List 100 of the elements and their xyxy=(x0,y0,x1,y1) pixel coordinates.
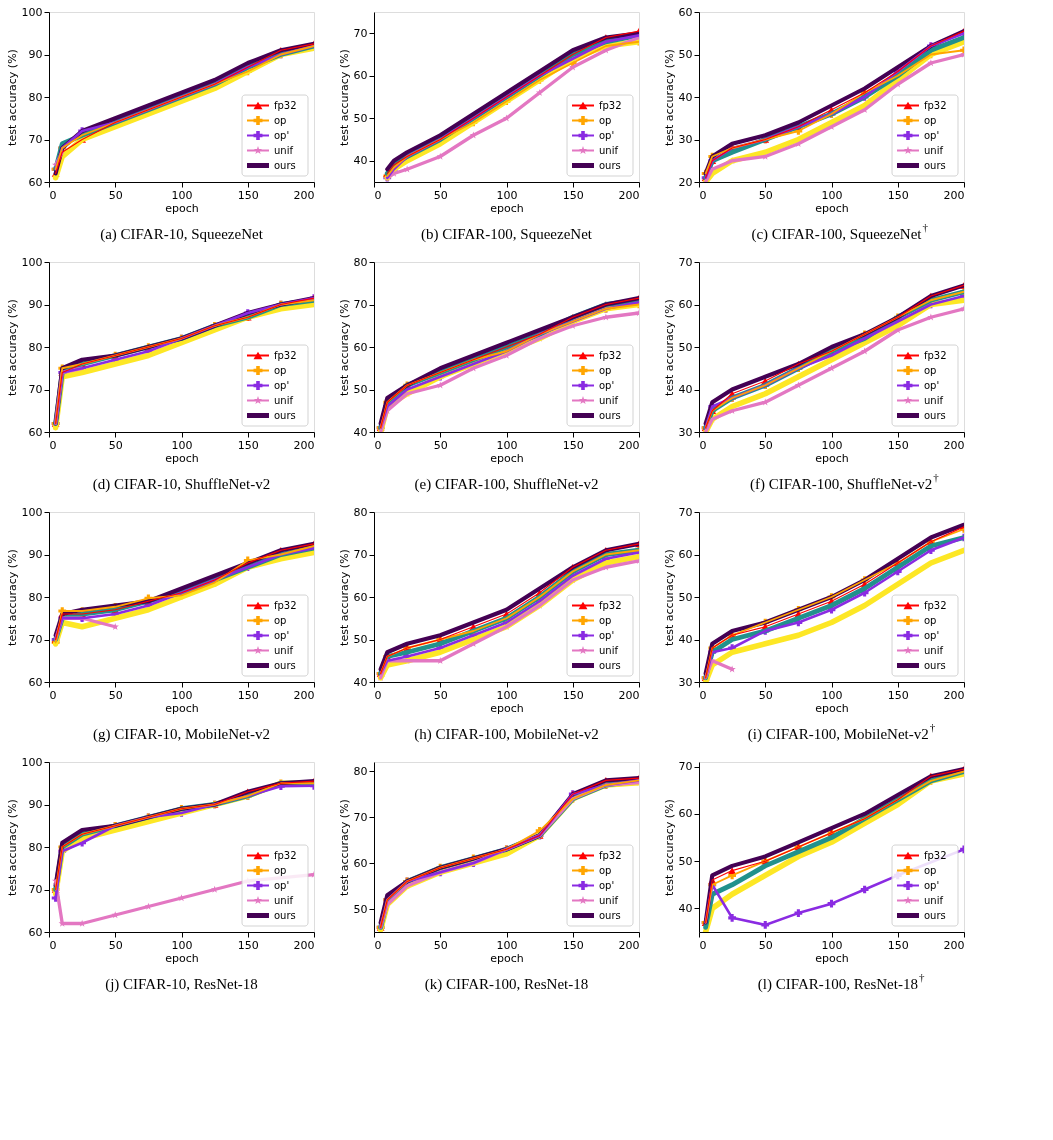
y-axis-title: test accuracy (%) xyxy=(5,799,19,896)
y-tick-label: 60 xyxy=(353,340,368,354)
y-tick-label: 70 xyxy=(353,298,368,311)
x-axis-title: epoch xyxy=(490,701,524,715)
x-tick-label: 150 xyxy=(887,688,909,702)
x-tick-label: 200 xyxy=(618,938,640,952)
x-tick-label: 50 xyxy=(108,938,123,952)
x-tick-label: 50 xyxy=(758,938,773,952)
y-tick-label: 100 xyxy=(21,255,43,269)
legend-label: ours xyxy=(599,909,621,921)
x-tick-label: 50 xyxy=(108,188,123,202)
text: (j) CIFAR-10, ResNet-18 xyxy=(105,976,258,993)
y-axis-title: test accuracy (%) xyxy=(337,549,351,646)
legend-label: ours xyxy=(274,409,296,421)
y-tick-label: 60 xyxy=(28,175,43,189)
legend-label: fp32 xyxy=(599,849,622,861)
legend-label: ours xyxy=(274,659,296,671)
x-tick-label: 150 xyxy=(562,438,584,452)
x-tick-label: 200 xyxy=(943,188,965,202)
y-tick-label: 80 xyxy=(28,840,43,854)
y-axis-title: test accuracy (%) xyxy=(5,549,19,646)
legend-label: unif xyxy=(924,644,944,656)
legend-label: op' xyxy=(924,379,940,391)
y-axis-title: test accuracy (%) xyxy=(5,299,19,396)
x-tick-label: 50 xyxy=(758,188,773,202)
legend-label: fp32 xyxy=(599,349,622,361)
x-tick-label: 150 xyxy=(237,938,259,952)
x-tick-label: 100 xyxy=(171,188,193,202)
legend-label: fp32 xyxy=(274,349,297,361)
y-tick-label: 60 xyxy=(678,807,693,821)
x-tick-label: 0 xyxy=(699,188,707,202)
text: (a) CIFAR-10, SqueezeNet xyxy=(100,226,264,243)
y-tick-label: 100 xyxy=(21,755,43,769)
legend-label: op xyxy=(924,114,937,126)
legend-label: op' xyxy=(274,629,290,641)
y-tick-label: 50 xyxy=(353,633,368,646)
x-tick-label: 150 xyxy=(562,188,584,202)
y-axis-title: test accuracy (%) xyxy=(662,299,676,396)
y-tick-label: 100 xyxy=(21,5,43,19)
legend-label: op' xyxy=(274,879,290,891)
y-tick-label: 40 xyxy=(678,901,693,915)
x-tick-label: 0 xyxy=(374,188,382,202)
y-tick-label: 50 xyxy=(678,48,693,61)
y-tick-label: 90 xyxy=(28,548,43,561)
text: (b) CIFAR-100, SqueezeNet xyxy=(421,226,593,243)
y-tick-label: 90 xyxy=(28,48,43,61)
legend-label: unif xyxy=(924,394,944,406)
x-tick-label: 200 xyxy=(293,438,315,452)
y-tick-label: 70 xyxy=(28,383,43,396)
x-tick-label: 0 xyxy=(49,188,57,202)
y-tick-label: 80 xyxy=(353,255,368,269)
legend-label: fp32 xyxy=(924,599,947,611)
legend-label: op' xyxy=(599,629,615,641)
x-axis-title: epoch xyxy=(165,701,199,715)
y-tick-label: 40 xyxy=(678,633,693,646)
legend-label: unif xyxy=(924,144,944,156)
legend-label: fp32 xyxy=(599,99,622,111)
x-tick-label: 50 xyxy=(758,438,773,452)
x-tick-label: 150 xyxy=(887,938,909,952)
legend-label: op' xyxy=(599,879,615,891)
legend-label: op xyxy=(599,864,612,876)
legend-label: op xyxy=(274,364,287,376)
legend-label: ours xyxy=(924,909,946,921)
x-tick-label: 0 xyxy=(49,438,57,452)
x-tick-label: 100 xyxy=(171,438,193,452)
y-tick-label: 100 xyxy=(21,505,43,519)
y-tick-label: 70 xyxy=(353,26,368,40)
x-tick-label: 100 xyxy=(821,938,843,952)
x-axis-title: epoch xyxy=(490,451,524,465)
text: (i) CIFAR-100, MobileNet-v2† xyxy=(747,721,936,743)
x-axis-title: epoch xyxy=(815,201,849,215)
y-tick-label: 70 xyxy=(353,810,368,824)
y-axis-title: test accuracy (%) xyxy=(662,799,676,896)
y-axis-title: test accuracy (%) xyxy=(337,49,351,146)
x-tick-label: 200 xyxy=(943,688,965,702)
legend-label: op xyxy=(924,614,937,626)
x-tick-label: 100 xyxy=(171,938,193,952)
x-tick-label: 200 xyxy=(293,938,315,952)
legend-label: op' xyxy=(924,879,940,891)
legend-label: unif xyxy=(599,394,619,406)
legend-label: fp32 xyxy=(274,99,297,111)
legend-label: op' xyxy=(924,629,940,641)
y-tick-label: 40 xyxy=(678,90,693,104)
text: (e) CIFAR-100, ShuffleNet-v2 xyxy=(414,476,599,493)
y-tick-label: 70 xyxy=(678,255,693,269)
y-tick-label: 70 xyxy=(28,883,43,896)
y-tick-label: 30 xyxy=(678,675,693,689)
y-tick-label: 80 xyxy=(28,340,43,354)
text: (k) CIFAR-100, ResNet-18 xyxy=(424,976,589,993)
y-axis-title: test accuracy (%) xyxy=(337,299,351,396)
x-axis-title: epoch xyxy=(490,951,524,965)
legend-label: op' xyxy=(274,379,290,391)
x-tick-label: 200 xyxy=(618,688,640,702)
x-axis-title: epoch xyxy=(815,451,849,465)
x-tick-label: 0 xyxy=(699,688,707,702)
legend-label: fp32 xyxy=(924,849,947,861)
text: (d) CIFAR-10, ShuffleNet-v2 xyxy=(92,476,271,493)
y-tick-label: 80 xyxy=(28,90,43,104)
text: (f) CIFAR-100, ShuffleNet-v2† xyxy=(749,471,940,493)
legend-label: unif xyxy=(274,894,294,906)
